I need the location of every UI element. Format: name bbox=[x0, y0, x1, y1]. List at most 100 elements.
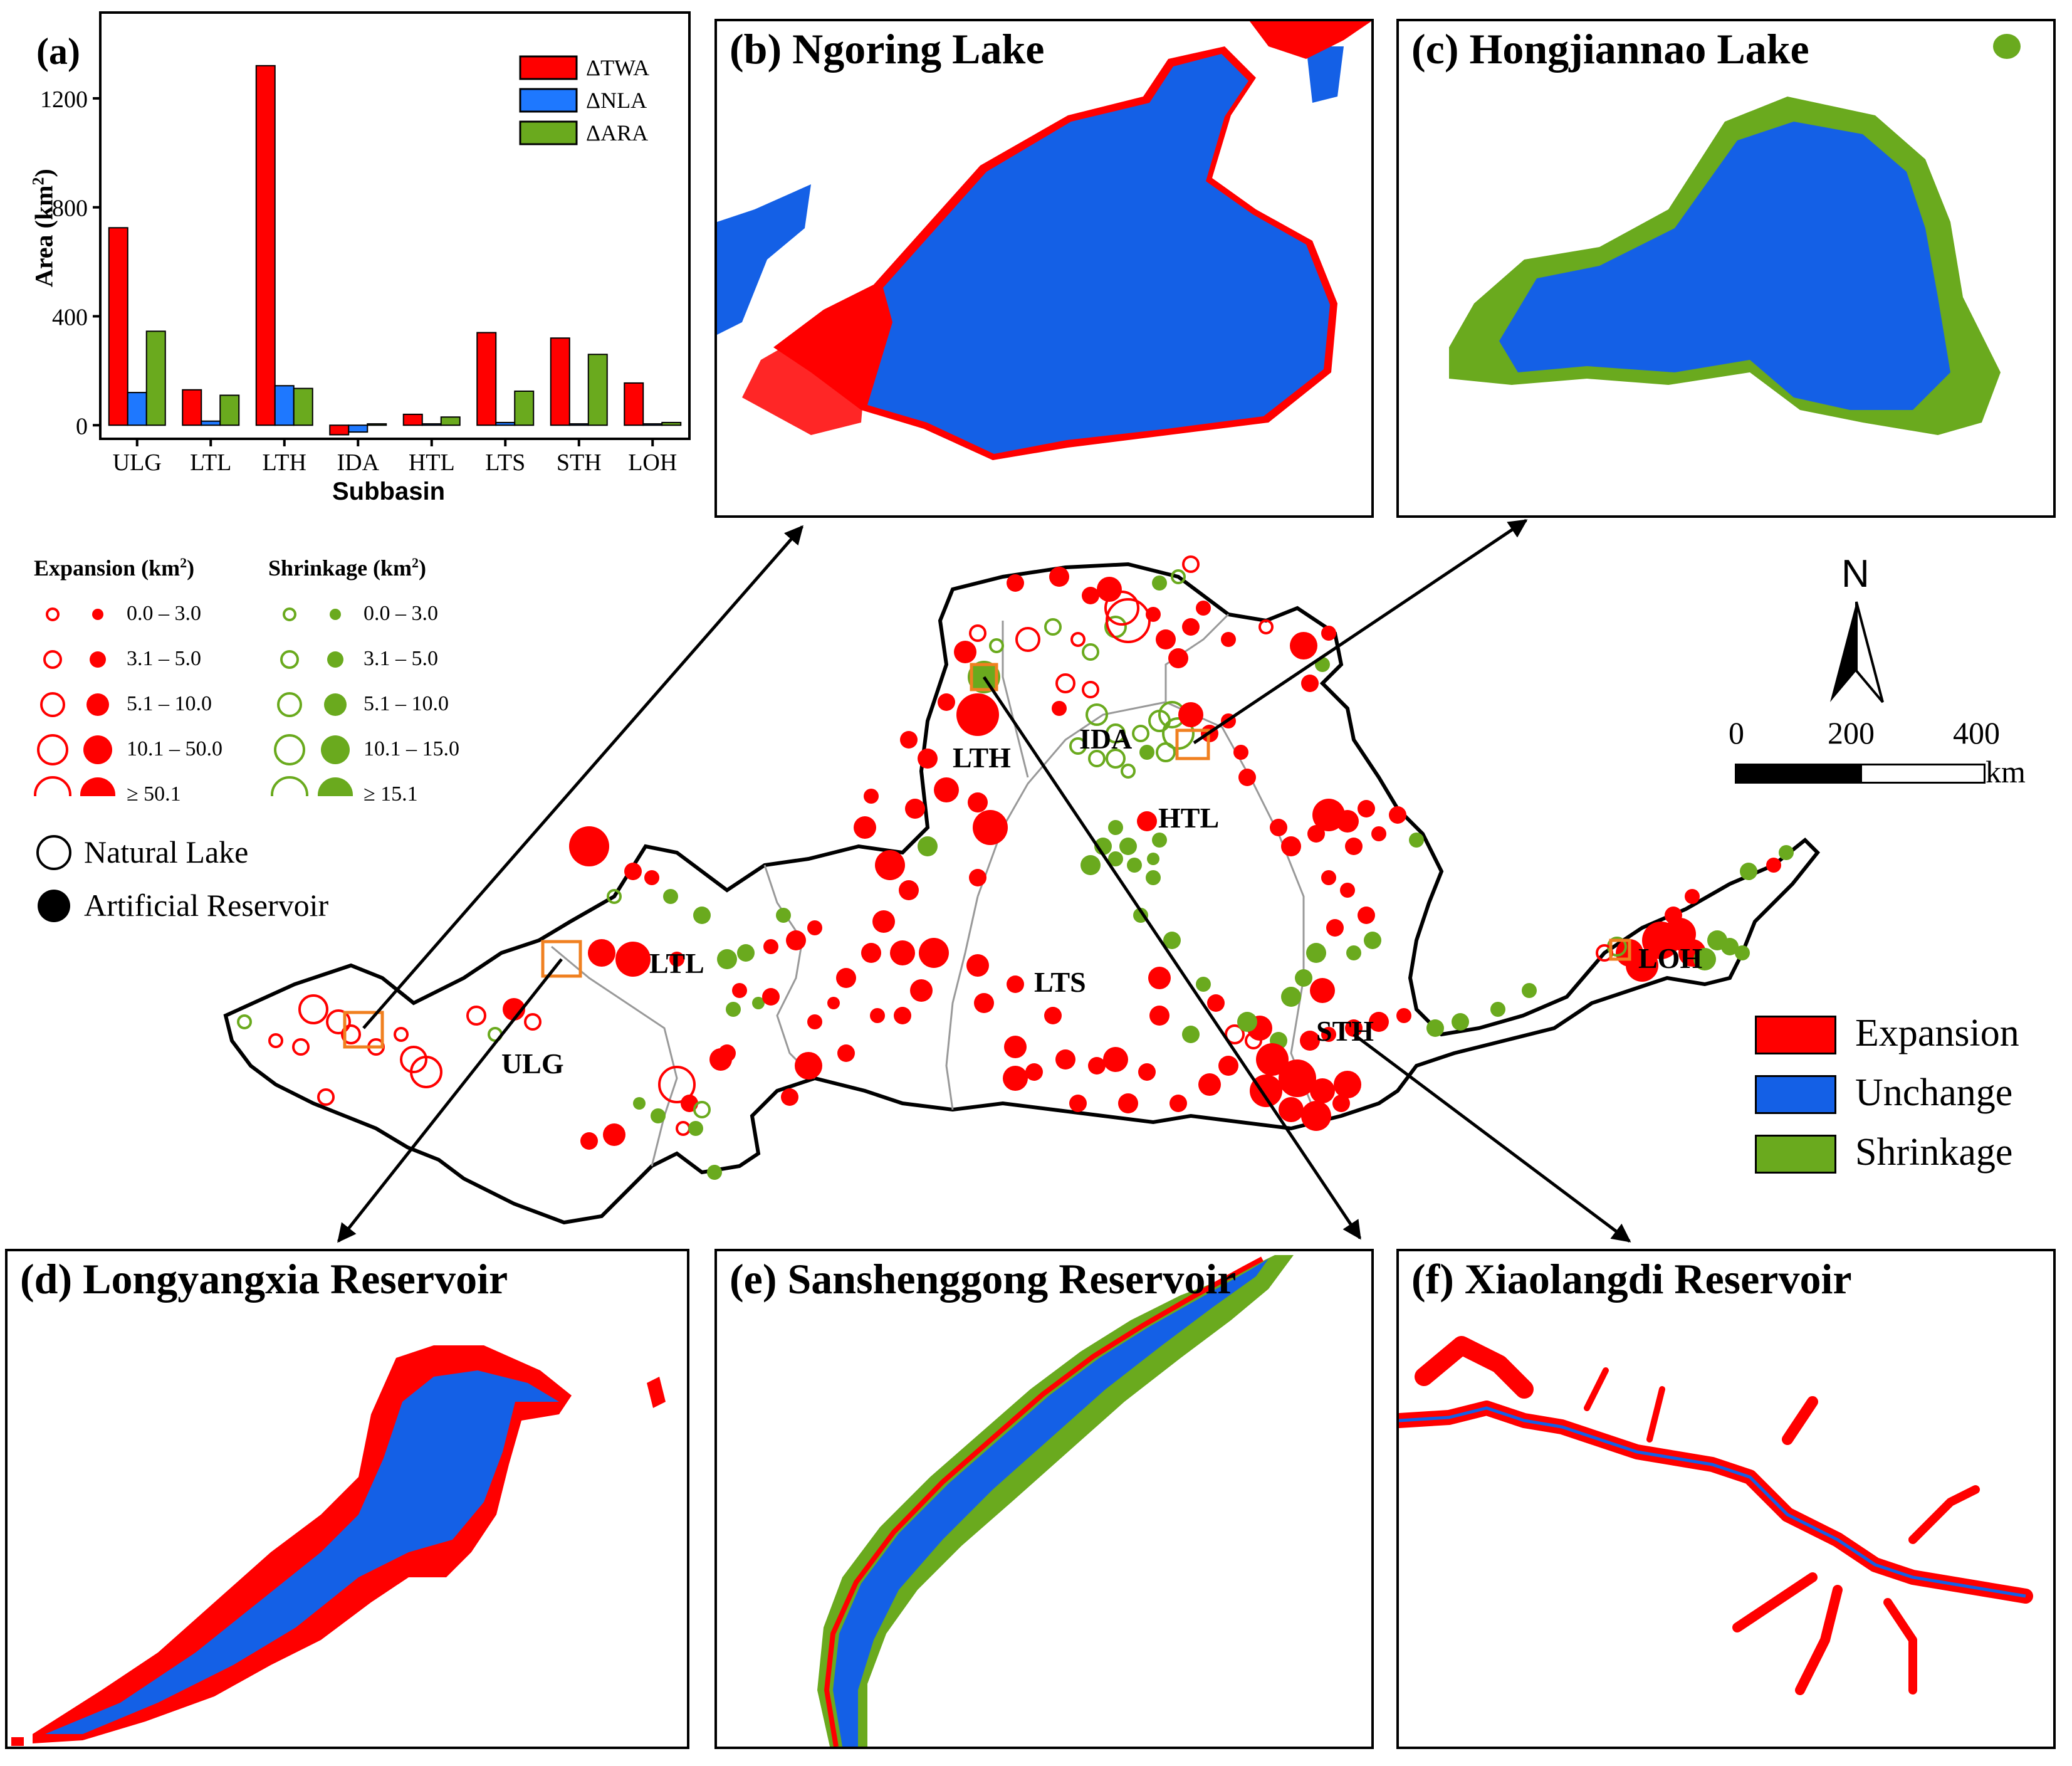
shrinkage-reservoir-symbol bbox=[1119, 838, 1137, 855]
top-expansion bbox=[1250, 21, 1371, 59]
exp-class-1: 0.0 – 3.0 bbox=[127, 602, 201, 625]
exp-class-3: 5.1 – 10.0 bbox=[127, 692, 212, 715]
expansion-reservoir-symbol bbox=[1685, 889, 1700, 904]
x-tick-label: LTS bbox=[485, 449, 525, 476]
bar-lts-3 bbox=[514, 390, 535, 426]
panel-f: (f) Xiaolangdi Reservoir bbox=[1396, 1249, 2056, 1749]
legend-label-2: ΔNLA bbox=[586, 88, 647, 113]
expansion-lake-symbol bbox=[394, 1027, 409, 1042]
expansion-reservoir-symbol bbox=[1069, 1095, 1087, 1112]
delta-expansion bbox=[742, 335, 867, 435]
expansion-reservoir-symbol bbox=[969, 869, 986, 886]
expansion-reservoir-symbol bbox=[1148, 967, 1171, 989]
expansion-reservoir-symbol bbox=[1301, 1101, 1331, 1131]
sanshenggong-map bbox=[817, 1255, 1294, 1747]
legend-label-1: ΔTWA bbox=[586, 55, 649, 80]
expansion-legend-head: Expansion (km2) bbox=[34, 555, 195, 581]
expansion-lake-symbol bbox=[400, 1046, 427, 1073]
expansion-reservoir-symbol bbox=[807, 1014, 822, 1029]
bar-htl-1 bbox=[402, 413, 423, 426]
shrinkage-reservoir-symbol bbox=[1779, 845, 1794, 860]
expansion-reservoir-symbol bbox=[872, 910, 895, 933]
shr-class-5: ≥ 15.1 bbox=[364, 782, 418, 806]
expansion-lake-symbol bbox=[1104, 591, 1139, 626]
shr-solid-5 bbox=[318, 777, 353, 796]
exp-class-5: ≥ 50.1 bbox=[127, 782, 181, 806]
expansion-reservoir-symbol bbox=[1097, 577, 1122, 602]
shrinkage-reservoir-symbol bbox=[1364, 932, 1381, 949]
expansion-reservoir-symbol bbox=[1049, 567, 1069, 587]
shrinkage-reservoir-symbol bbox=[752, 997, 765, 1009]
corner-blob bbox=[11, 1737, 24, 1746]
expansion-lake-symbol bbox=[268, 1033, 283, 1048]
expansion-reservoir-symbol bbox=[1345, 1019, 1363, 1037]
expansion-reservoir-symbol bbox=[1321, 626, 1336, 641]
bar-ida-2 bbox=[348, 424, 369, 433]
shrinkage-reservoir-symbol bbox=[1152, 576, 1167, 591]
shrinkage-lake-symbol bbox=[989, 638, 1004, 653]
inset-arrows bbox=[337, 518, 1631, 1243]
exp-open-3 bbox=[40, 692, 65, 717]
expansion-reservoir-symbol bbox=[864, 789, 879, 804]
expansion-reservoir-symbol bbox=[1250, 1075, 1282, 1107]
expansion-reservoir-symbol bbox=[827, 997, 840, 1009]
expansion-lake-symbol bbox=[1015, 627, 1040, 652]
label-lts: LTS bbox=[1034, 966, 1086, 998]
shrinkage-reservoir-symbol bbox=[1108, 820, 1123, 835]
expansion-lake-symbol bbox=[317, 1088, 335, 1106]
expansion-reservoir-symbol bbox=[938, 693, 955, 711]
expansion-reservoir-symbol bbox=[1665, 907, 1682, 924]
reservoir-unchanged bbox=[1399, 1406, 2026, 1598]
label-htl: HTL bbox=[1158, 802, 1220, 834]
expansion-reservoir-symbol bbox=[875, 850, 905, 880]
bar-sth-1 bbox=[550, 337, 570, 426]
scale-tick-400: 400 bbox=[1953, 715, 2000, 750]
panel-e: (e) Sanshenggong Reservoir bbox=[714, 1249, 1374, 1749]
expansion-reservoir-symbol bbox=[1389, 806, 1406, 824]
expansion-lake-symbol bbox=[1258, 619, 1274, 634]
expansion-reservoir-symbol bbox=[1279, 1097, 1304, 1122]
expansion-reservoir-symbol bbox=[1118, 1093, 1138, 1113]
panel-b-title: (b) Ngoring Lake bbox=[730, 25, 1045, 73]
shr-open-4 bbox=[274, 734, 305, 765]
expansion-legend-label: Expansion bbox=[1855, 1012, 2019, 1054]
expansion-reservoir-symbol bbox=[894, 1007, 911, 1024]
expansion-reservoir-symbol bbox=[1055, 1049, 1075, 1070]
shrinkage-reservoir-symbol bbox=[693, 907, 711, 924]
shrinkage-lake-symbol bbox=[237, 1014, 252, 1029]
expansion-reservoir-symbol bbox=[1221, 632, 1236, 647]
exp-solid-2 bbox=[90, 651, 106, 668]
expansion-reservoir-symbol bbox=[1088, 1057, 1106, 1075]
expansion-reservoir-symbol bbox=[934, 777, 959, 802]
expansion-reservoir-symbol bbox=[854, 816, 876, 839]
expansion-reservoir-symbol bbox=[966, 954, 989, 977]
bar-chart: 0 400 800 1200 ULG LTL LTH IDA HTL LTS STH LOH ΔTWA Δ… bbox=[40, 11, 691, 476]
expansion-reservoir-symbol bbox=[1326, 919, 1344, 937]
expansion-lake-symbol bbox=[1082, 681, 1099, 698]
shrinkage-reservoir-symbol bbox=[918, 836, 938, 856]
north-arrow-icon bbox=[1830, 601, 1884, 703]
shrinkage-reservoir-symbol bbox=[1735, 945, 1750, 960]
expansion-reservoir-symbol bbox=[954, 641, 976, 663]
expansion-reservoir-symbol bbox=[762, 988, 780, 1006]
shrinkage-reservoir-symbol bbox=[726, 1002, 741, 1017]
expansion-reservoir-symbol bbox=[1218, 1056, 1238, 1076]
shrinkage-reservoir-symbol bbox=[1237, 1012, 1257, 1032]
shrinkage-reservoir-symbol bbox=[1721, 938, 1739, 955]
shrinkage-swatch bbox=[1755, 1135, 1836, 1174]
x-tick-label: STH bbox=[557, 449, 602, 476]
arrow-to-e bbox=[982, 676, 1362, 1240]
bar-ulg-2 bbox=[127, 392, 147, 426]
scale-bar-white bbox=[1860, 764, 1986, 784]
shrinkage-reservoir-symbol bbox=[1522, 983, 1537, 998]
expansion-reservoir-symbol bbox=[786, 930, 806, 950]
unchange-legend-label: Unchange bbox=[1855, 1071, 2013, 1114]
shr-class-1: 0.0 – 3.0 bbox=[364, 602, 438, 625]
panel-d: (d) Longyangxia Reservoir bbox=[5, 1249, 689, 1749]
location-box-longyangxia bbox=[541, 940, 582, 978]
expansion-reservoir-symbol bbox=[1336, 810, 1359, 833]
location-box-xiaolangdi bbox=[1609, 938, 1631, 961]
expansion-reservoir-symbol bbox=[919, 938, 949, 968]
expansion-reservoir-symbol bbox=[615, 942, 651, 977]
